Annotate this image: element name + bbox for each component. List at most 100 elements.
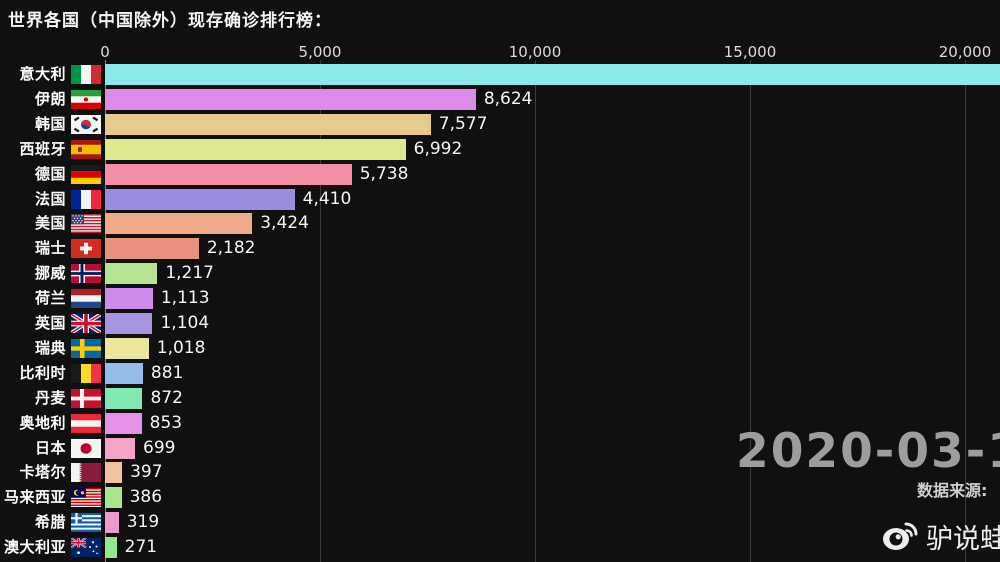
bar-row: 德国 5,738 (0, 163, 1000, 185)
country-label: 英国 (34, 314, 66, 332)
bar-row: 卡塔尔 397 (0, 462, 1000, 484)
country-label: 西班牙 (19, 139, 66, 158)
gridline (320, 60, 321, 562)
bar (105, 362, 143, 384)
flag-belgium-icon (71, 363, 101, 383)
value-label: 1,217 (165, 263, 214, 284)
bar-row: 荷兰 1,113 (0, 288, 1000, 310)
watermark: 驴说蛙 (877, 512, 1000, 560)
bar (105, 337, 149, 359)
bar (105, 238, 199, 260)
value-label: 6,992 (413, 138, 463, 159)
country-label: 瑞士 (34, 239, 66, 258)
country-label: 希腊 (34, 513, 66, 532)
flag-qatar-icon (71, 463, 101, 483)
flag-france-icon (71, 189, 101, 209)
flag-germany-icon (71, 164, 101, 184)
bar-row: 澳大利亚 271 (0, 537, 1000, 559)
flag-italy-icon (71, 65, 101, 84)
bar-row: 马来西亚 386 (0, 487, 1000, 509)
gridline (105, 60, 106, 562)
country-label: 挪威 (34, 264, 66, 283)
value-label: 881 (150, 362, 184, 383)
flag-spain-icon (71, 139, 101, 159)
flag-australia-icon (70, 537, 101, 558)
flag-iran-icon (71, 89, 101, 109)
value-label: 699 (143, 437, 176, 458)
country-label: 丹麦 (34, 388, 66, 407)
flag-uk-icon (69, 312, 103, 335)
country-label: 韩国 (34, 114, 66, 133)
bar-row: 日本 699 (0, 437, 1000, 459)
bar (105, 163, 352, 185)
bar (105, 138, 406, 160)
bar (105, 288, 153, 310)
bar-row: 丹麦 872 (0, 387, 1000, 409)
flag-norway-icon (71, 264, 101, 284)
country-label: 澳大利亚 (3, 538, 66, 557)
bar-row: 法国 4,410 (0, 188, 1000, 210)
value-label: 8,624 (483, 88, 533, 109)
bar (105, 213, 253, 235)
gridline (750, 60, 751, 562)
x-tick-label: 15,000 (723, 43, 777, 61)
bar-row: 瑞典 1,018 (0, 337, 1000, 359)
x-tick-label: 20,000 (938, 43, 992, 61)
bar (105, 113, 431, 135)
bar (105, 263, 158, 285)
bar (105, 412, 142, 434)
flag-netherlands-icon (71, 289, 101, 309)
flag-denmark-icon (71, 388, 101, 408)
bar-row: 美国 3,424 (0, 213, 1000, 235)
value-label: 386 (129, 487, 163, 508)
bar (105, 64, 1000, 85)
x-tick-label: 10,000 (508, 43, 562, 61)
bar-row: 西班牙 6,992 (0, 138, 1000, 160)
bar-row: 瑞士 2,182 (0, 238, 1000, 260)
value-label: 397 (130, 462, 163, 483)
country-label: 马来西亚 (3, 488, 66, 507)
country-label: 伊朗 (34, 89, 66, 108)
x-tick-label: 0 (100, 43, 110, 61)
bar-row: 韩国 7,577 (0, 113, 1000, 135)
flag-switzerland-icon (71, 239, 101, 259)
bar (105, 387, 143, 409)
gridline (965, 60, 966, 562)
bar (105, 487, 122, 509)
gridline (535, 60, 536, 562)
chart-title: 世界各国（中国除外）现存确诊排行榜： (8, 11, 332, 31)
bar (105, 512, 119, 534)
value-label: 319 (126, 512, 160, 533)
country-label: 法国 (34, 189, 66, 208)
watermark-text: 驴说蛙 (926, 523, 1000, 555)
data-source-label: 数据来源: (917, 481, 988, 500)
bar (105, 313, 153, 334)
country-label: 美国 (34, 214, 66, 233)
bar-row: 奥地利 853 (0, 412, 1000, 434)
bar (105, 188, 295, 210)
value-label: 2,182 (206, 238, 256, 259)
bar-row: 意大利 (0, 64, 1000, 85)
x-tick-label: 5,000 (298, 43, 342, 61)
bar (105, 537, 117, 559)
value-label: 5,738 (359, 163, 409, 184)
country-label: 奥地利 (19, 413, 66, 432)
bar (105, 437, 136, 459)
weibo-icon (877, 512, 921, 560)
flag-sweden-icon (71, 338, 101, 358)
flag-south-korea-icon (71, 114, 101, 134)
flag-usa-icon (71, 214, 101, 234)
value-label: 4,410 (302, 188, 352, 209)
value-label: 872 (150, 387, 183, 408)
flag-austria-icon (71, 413, 101, 433)
country-label: 卡塔尔 (19, 463, 66, 482)
bar-row: 希腊 319 (0, 512, 1000, 534)
country-label: 瑞典 (34, 338, 66, 357)
country-label: 意大利 (19, 65, 66, 83)
bar-row: 伊朗 8,624 (0, 88, 1000, 110)
bar-row: 英国 1,104 (0, 312, 1000, 335)
bar-row: 比利时 881 (0, 362, 1000, 384)
value-label: 1,104 (160, 313, 210, 333)
flag-malaysia-icon (71, 488, 101, 508)
